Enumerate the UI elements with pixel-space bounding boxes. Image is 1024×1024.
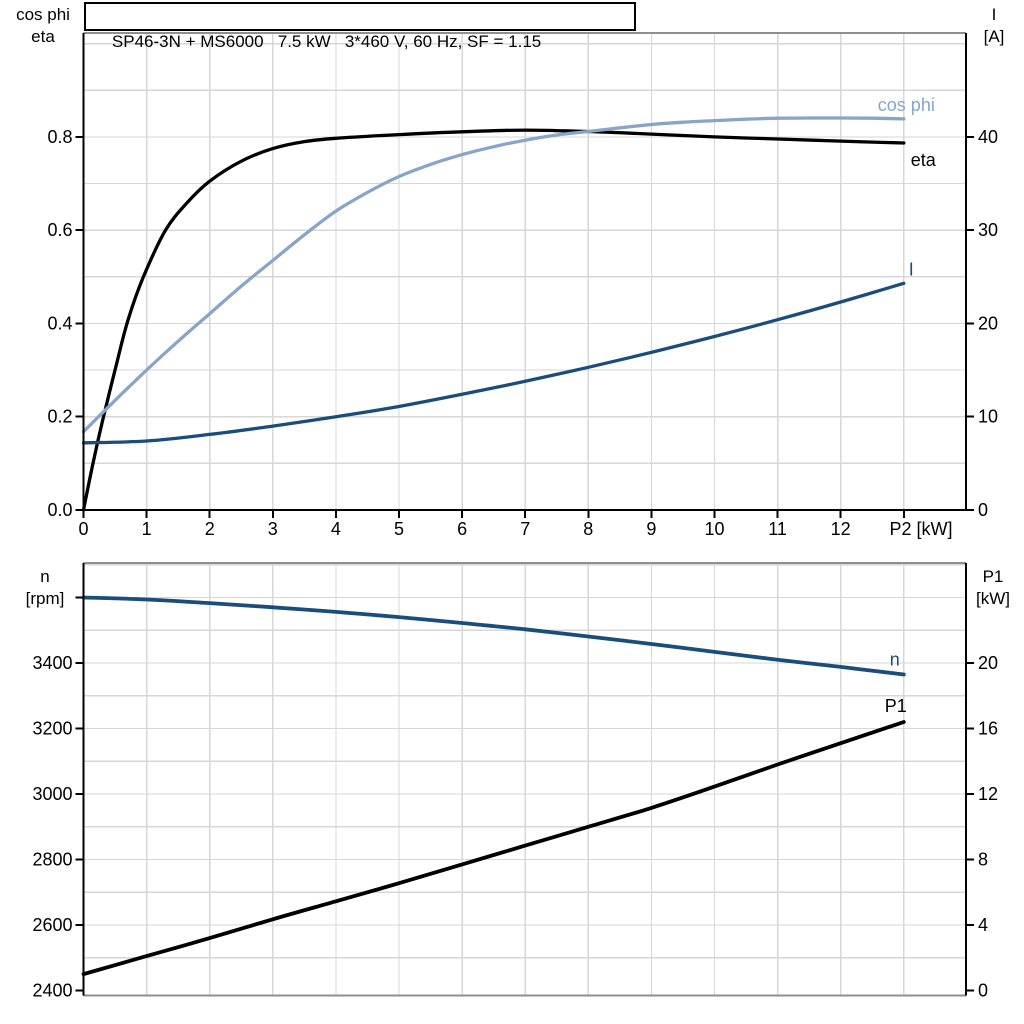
- curve-label-eta: eta: [911, 150, 937, 170]
- curve-label-P1: P1: [885, 696, 907, 716]
- bottom-plot-left-tick-label: 2400: [32, 981, 72, 1001]
- top-plot-x-tick-label: 0: [78, 519, 88, 539]
- axis-title-input-power: P1: [982, 567, 1004, 586]
- bottom-plot-right-tick-label: 0: [978, 981, 988, 1001]
- bottom-plot-right-tick-label: 12: [978, 784, 998, 804]
- x-axis-unit-label: P2 [kW]: [889, 519, 952, 539]
- curve-label-cos-phi: cos phi: [878, 95, 935, 115]
- top-plot-x-tick-label: 2: [205, 519, 215, 539]
- bottom-plot-left-tick-label: 3000: [32, 784, 72, 804]
- axis-title-eta: eta: [31, 27, 55, 46]
- top-plot-x-tick-label: 10: [704, 519, 724, 539]
- top-plot-left-tick-label: 0.2: [47, 407, 72, 427]
- top-plot-left-tick-label: 0.4: [47, 313, 72, 333]
- bottom-plot-right-tick-label: 8: [978, 850, 988, 870]
- top-plot-x-tick-label: 9: [646, 519, 656, 539]
- top-plot-left-tick-label: 0.0: [47, 500, 72, 520]
- axis-title-input-power-unit: [kW]: [976, 589, 1010, 608]
- bottom-plot-left-tick-label: 3400: [32, 653, 72, 673]
- bottom-plot-left-axis-title: n [rpm]: [10, 566, 80, 610]
- bottom-plot-right-tick-label: 16: [978, 719, 998, 739]
- top-plot-x-tick-label: 7: [520, 519, 530, 539]
- top-plot-right-tick-label: 10: [978, 407, 998, 427]
- curve-label-n: n: [890, 649, 900, 669]
- top-plot-right-tick-label: 30: [978, 220, 998, 240]
- top-plot-x-tick-label: 12: [831, 519, 851, 539]
- top-plot-right-tick-label: 20: [978, 313, 998, 333]
- top-plot-x-tick-label: 5: [394, 519, 404, 539]
- bottom-plot-right-tick-label: 20: [978, 653, 998, 673]
- axis-title-current-unit: [A]: [983, 27, 1005, 46]
- bottom-plot-left-tick-label: 2600: [32, 915, 72, 935]
- top-plot-right-tick-label: 0: [978, 500, 988, 520]
- curve-label-I: I: [909, 259, 914, 279]
- top-plot-left-tick-label: 0.6: [47, 220, 72, 240]
- curve-n: [81, 595, 906, 677]
- top-plot-x-tick-label: 8: [583, 519, 593, 539]
- bottom-plot-right-axis-title: P1 [kW]: [964, 566, 1022, 610]
- top-plot-x-tick-label: 1: [142, 519, 152, 539]
- curve-eta: [81, 128, 906, 512]
- axis-title-speed: n: [40, 567, 50, 586]
- top-plot-x-tick-label: 4: [331, 519, 341, 539]
- chart-title-box: SP46-3N + MS6000 7.5 kW 3*460 V, 60 Hz, …: [84, 2, 636, 51]
- top-plot-left-axis-title: cos phi eta: [4, 4, 82, 48]
- bottom-plot-right-tick-label: 4: [978, 915, 988, 935]
- top-plot-x-tick-label: 6: [457, 519, 467, 539]
- axis-title-cos-phi: cos phi: [16, 5, 70, 24]
- curve-P1: [81, 720, 906, 977]
- top-plot-x-tick-label: 3: [268, 519, 278, 539]
- top-plot-x-tick-label: 11: [768, 519, 787, 539]
- axis-title-speed-unit: [rpm]: [25, 589, 65, 608]
- top-plot-left-tick-label: 0.8: [47, 127, 72, 147]
- bottom-plot-left-tick-label: 3200: [32, 719, 72, 739]
- axis-title-current: I: [991, 5, 997, 24]
- bottom-plot-left-tick-label: 2800: [32, 850, 72, 870]
- top-plot-right-axis-title: I [A]: [968, 4, 1020, 48]
- top-plot-right-tick-label: 40: [978, 127, 998, 147]
- chart-title: SP46-3N + MS6000 7.5 kW 3*460 V, 60 Hz, …: [111, 32, 542, 51]
- curve-cos-phi: [81, 116, 906, 434]
- curve-I: [81, 281, 906, 445]
